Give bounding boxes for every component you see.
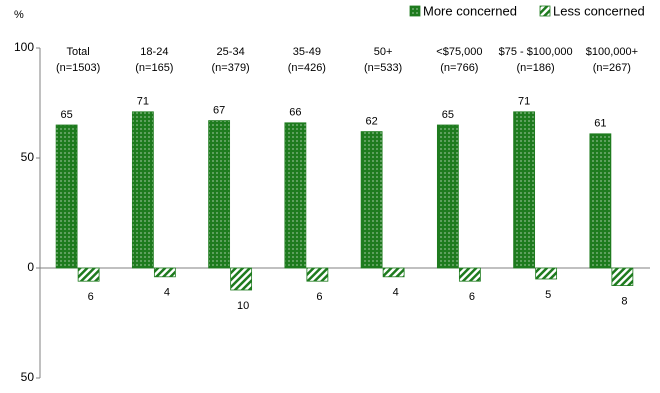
category-label: $75 - $100,000 [499,46,573,58]
category-label: 35-49 [293,46,321,58]
y-tick-label: 0 [27,260,34,274]
category-label: 50+ [374,46,393,58]
bar [458,267,481,282]
legend-label: More concerned [423,3,517,18]
category-label: 25-34 [217,46,245,58]
value-label: 5 [545,289,551,301]
bar [131,111,154,269]
category-label: Total [67,46,90,58]
category-size: (n=165) [135,62,173,74]
value-label: 65 [442,109,454,121]
bar [55,124,78,269]
value-label: 67 [213,105,225,117]
category-size: (n=1503) [56,62,100,74]
bar [284,122,307,269]
value-label: 66 [289,107,301,119]
value-label: 71 [137,96,149,108]
y-tick-label: 100 [14,40,34,54]
y-axis-label: % [14,9,24,21]
value-label: 6 [88,291,94,303]
y-tick-label: 50 [21,150,35,164]
bar [360,131,383,269]
value-label: 6 [469,291,475,303]
value-label: 71 [518,96,530,108]
y-tick-label: 50 [21,370,35,384]
category-label: $100,000+ [586,46,638,58]
bar [230,267,253,291]
category-size: (n=766) [440,62,478,74]
legend-label: Less concerned [553,3,645,18]
category-size: (n=533) [364,62,402,74]
value-label: 4 [393,287,399,299]
bar [153,267,176,278]
value-label: 61 [594,118,606,130]
value-label: 8 [621,296,627,308]
legend-swatch [409,5,421,17]
bar [208,120,231,269]
bar [513,111,536,269]
category-size: (n=426) [288,62,326,74]
category-size: (n=267) [593,62,631,74]
bar [436,124,459,269]
bar [589,133,612,269]
value-label: 6 [316,291,322,303]
bar [535,267,558,280]
value-label: 10 [237,300,249,312]
value-label: 62 [366,116,378,128]
category-label: <$75,000 [436,46,482,58]
bar [306,267,329,282]
value-label: 65 [61,109,73,121]
legend-swatch [539,5,551,17]
bar [77,267,100,282]
bar [611,267,634,287]
category-size: (n=379) [212,62,250,74]
category-size: (n=186) [517,62,555,74]
category-label: 18-24 [140,46,168,58]
bar [382,267,405,278]
value-label: 4 [164,287,170,299]
